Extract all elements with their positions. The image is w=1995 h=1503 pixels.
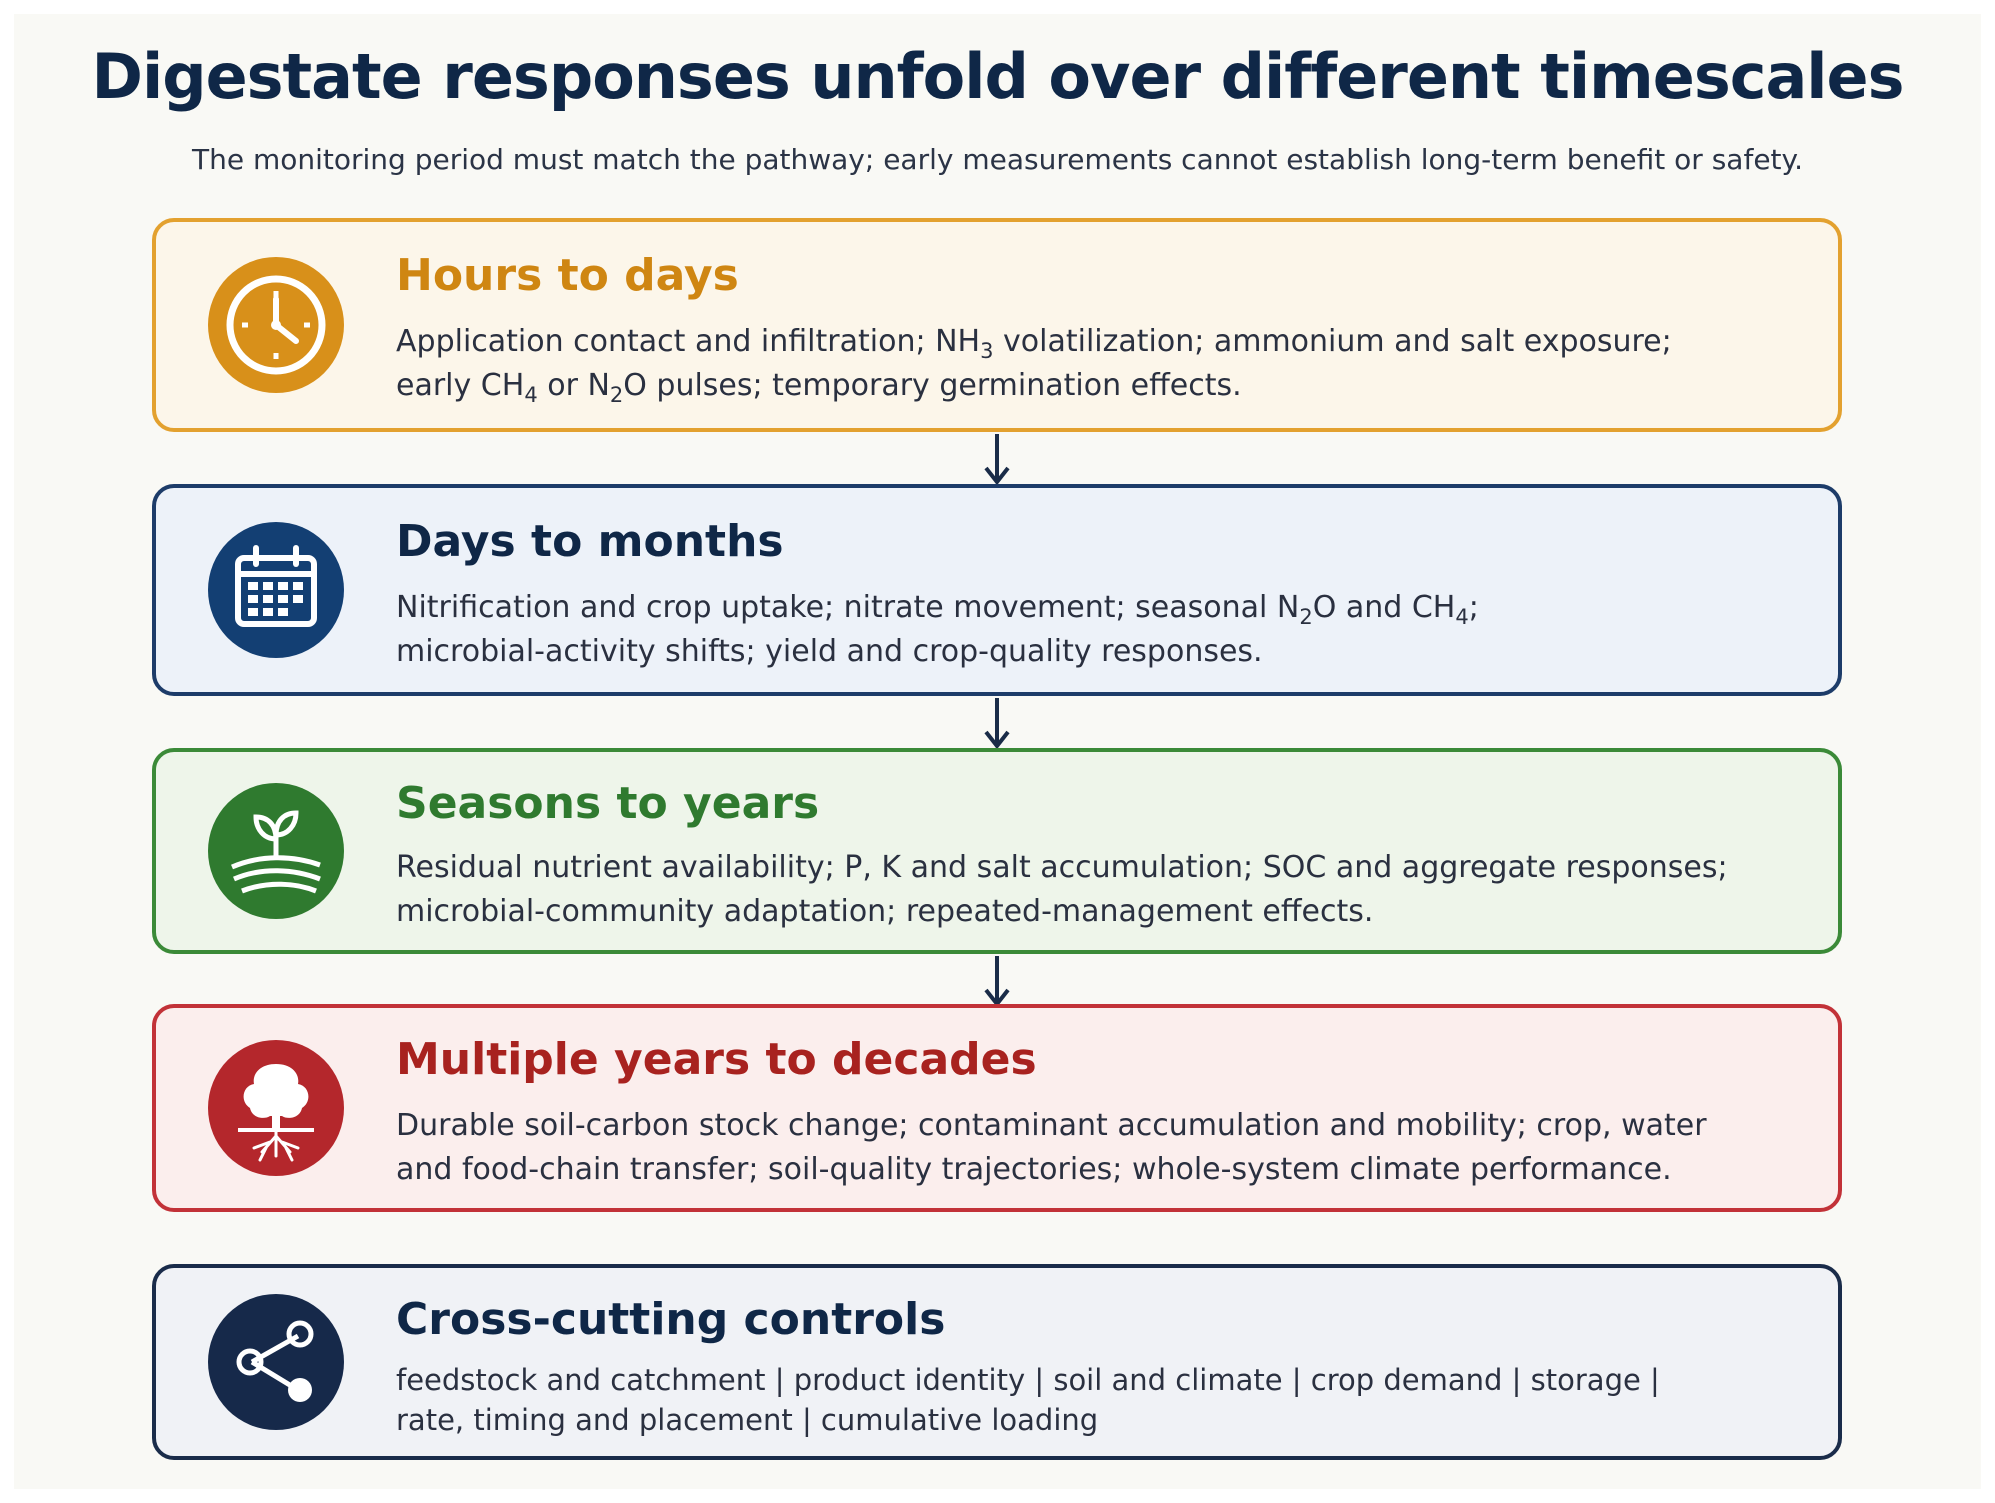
subscript: 3 — [980, 339, 994, 363]
text-segment: Residual nutrient availability; P, K and… — [396, 850, 1728, 885]
text-segment: microbial-activity shifts; yield and cro… — [396, 634, 1263, 669]
card-body-line: microbial-community adaptation; repeated… — [396, 890, 1796, 934]
text-segment: Application contact and infiltration; NH — [396, 324, 981, 359]
card-body-line: Application contact and infiltration; NH… — [396, 320, 1796, 364]
text-segment: feedstock and catchment | product identi… — [396, 1363, 1660, 1397]
text-segment: or N — [537, 368, 610, 403]
text-segment: early CH — [396, 368, 525, 403]
card-body-line: microbial-activity shifts; yield and cro… — [396, 630, 1796, 674]
timescale-card-hours-to-days: Hours to days Application contact and in… — [152, 218, 1842, 432]
card-body-line: feedstock and catchment | product identi… — [396, 1360, 1796, 1400]
card-heading: Days to months — [396, 516, 784, 567]
timescale-card-seasons-to-years: Seasons to years Residual nutrient avail… — [152, 748, 1842, 954]
seedling-icon — [208, 783, 344, 919]
text-segment: volatilization; ammonium and salt exposu… — [993, 324, 1672, 359]
share-nodes-icon — [208, 1294, 344, 1430]
down-arrow-icon — [984, 434, 1010, 486]
card-body-line: Durable soil-carbon stock change; contam… — [396, 1104, 1796, 1148]
subscript: 4 — [524, 383, 538, 407]
card-body-line: and food-chain transfer; soil-quality tr… — [396, 1148, 1796, 1192]
card-body-line: Residual nutrient availability; P, K and… — [396, 846, 1796, 890]
subscript: 2 — [1299, 605, 1313, 629]
card-heading: Cross-cutting controls — [396, 1294, 946, 1345]
card-body: Application contact and infiltration; NH… — [396, 320, 1796, 408]
text-segment: and food-chain transfer; soil-quality tr… — [396, 1152, 1672, 1187]
timescale-card-days-to-months: Days to months Nitrification and crop up… — [152, 484, 1842, 696]
card-body: Durable soil-carbon stock change; contam… — [396, 1104, 1796, 1192]
text-segment: ; — [1468, 590, 1479, 625]
card-heading: Hours to days — [396, 250, 739, 301]
down-arrow-icon — [984, 956, 1010, 1008]
calendar-icon — [208, 522, 344, 658]
cross-cutting-controls-card: Cross-cutting controls feedstock and cat… — [152, 1264, 1842, 1460]
text-segment: O pulses; temporary germination effects. — [623, 368, 1242, 403]
text-segment: microbial-community adaptation; repeated… — [396, 894, 1374, 929]
diagram-title: Digestate responses unfold over differen… — [91, 40, 1904, 113]
card-body-line: rate, timing and placement | cumulative … — [396, 1400, 1796, 1440]
card-body: Nitrification and crop uptake; nitrate m… — [396, 586, 1796, 674]
subscript: 4 — [1455, 605, 1469, 629]
card-body-line: Nitrification and crop uptake; nitrate m… — [396, 586, 1796, 630]
subscript: 2 — [609, 383, 624, 407]
card-heading: Seasons to years — [396, 778, 820, 829]
card-body-line: early CH4 or N2O pulses; temporary germi… — [396, 364, 1796, 408]
text-segment: Durable soil-carbon stock change; contam… — [396, 1108, 1707, 1143]
timescale-card-multiple-years-to-decades: Multiple years to decades Durable soil-c… — [152, 1004, 1842, 1212]
down-arrow-icon — [984, 698, 1010, 750]
card-body: Residual nutrient availability; P, K and… — [396, 846, 1796, 934]
clock-icon — [208, 257, 344, 393]
diagram-subtitle: The monitoring period must match the pat… — [191, 143, 1804, 176]
text-segment: O and CH — [1312, 590, 1456, 625]
text-segment: rate, timing and placement | cumulative … — [396, 1403, 1099, 1437]
text-segment: Nitrification and crop uptake; nitrate m… — [396, 590, 1300, 625]
card-heading: Multiple years to decades — [396, 1034, 1037, 1085]
tree-roots-icon — [208, 1040, 344, 1176]
card-body: feedstock and catchment | product identi… — [396, 1360, 1796, 1440]
